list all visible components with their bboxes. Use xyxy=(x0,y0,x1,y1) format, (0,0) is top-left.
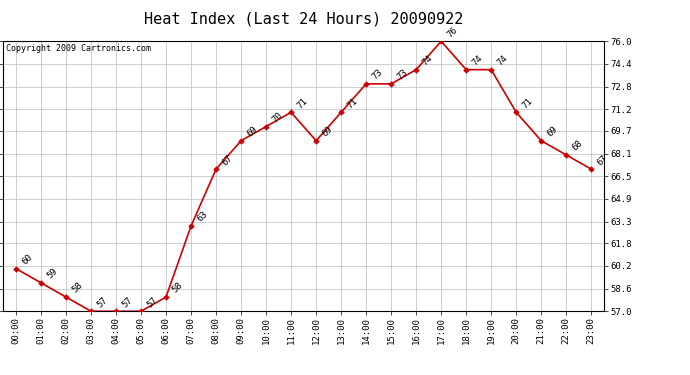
Text: 57: 57 xyxy=(145,295,159,309)
Text: 73: 73 xyxy=(371,68,384,82)
Text: 69: 69 xyxy=(320,124,334,138)
Text: 59: 59 xyxy=(45,267,59,280)
Text: 57: 57 xyxy=(95,295,109,309)
Text: 67: 67 xyxy=(220,153,234,167)
Text: 73: 73 xyxy=(395,68,409,82)
Text: 67: 67 xyxy=(595,153,609,167)
Text: 71: 71 xyxy=(520,96,534,110)
Text: Heat Index (Last 24 Hours) 20090922: Heat Index (Last 24 Hours) 20090922 xyxy=(144,11,463,26)
Text: 70: 70 xyxy=(270,110,284,125)
Text: 71: 71 xyxy=(295,96,309,110)
Text: 68: 68 xyxy=(571,139,584,153)
Text: 57: 57 xyxy=(120,295,134,309)
Text: 74: 74 xyxy=(471,54,484,68)
Text: 69: 69 xyxy=(245,124,259,138)
Text: 69: 69 xyxy=(545,124,560,138)
Text: 74: 74 xyxy=(495,54,509,68)
Text: 74: 74 xyxy=(420,54,434,68)
Text: 63: 63 xyxy=(195,210,209,224)
Text: Copyright 2009 Cartronics.com: Copyright 2009 Cartronics.com xyxy=(6,44,151,53)
Text: 76: 76 xyxy=(445,25,460,39)
Text: 58: 58 xyxy=(170,281,184,295)
Text: 71: 71 xyxy=(345,96,359,110)
Text: 58: 58 xyxy=(70,281,84,295)
Text: 60: 60 xyxy=(20,252,34,267)
